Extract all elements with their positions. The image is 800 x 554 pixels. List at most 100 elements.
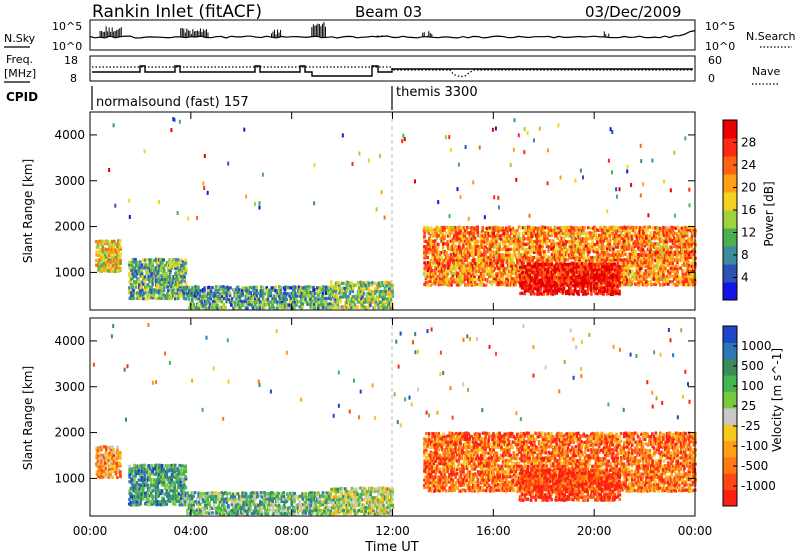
data-cell <box>426 241 430 245</box>
data-cell <box>142 258 145 262</box>
data-cell <box>238 291 241 295</box>
data-cell <box>96 240 100 244</box>
data-cell <box>483 255 486 259</box>
data-cell <box>260 291 263 295</box>
data-cell <box>429 261 432 266</box>
data-cell <box>510 239 514 243</box>
data-cell <box>645 258 648 262</box>
data-cell <box>111 269 114 273</box>
data-cell <box>634 264 637 268</box>
data-cell <box>678 282 681 286</box>
data-cell <box>276 294 279 298</box>
data-cell <box>232 300 235 304</box>
data-cell <box>654 267 657 271</box>
data-cell <box>145 272 148 276</box>
data-cell <box>520 245 524 249</box>
data-cell <box>358 151 361 156</box>
data-cell <box>485 278 489 282</box>
data-cell <box>508 263 511 267</box>
data-cell <box>497 195 500 200</box>
data-cell <box>429 228 433 232</box>
data-cell <box>219 305 222 309</box>
data-cell <box>276 306 279 310</box>
data-cell <box>279 305 282 309</box>
data-cell <box>589 234 593 238</box>
data-cell <box>602 266 606 271</box>
data-cell <box>542 228 546 232</box>
data-cell <box>610 245 613 249</box>
data-cell <box>472 272 475 276</box>
data-cell <box>222 291 225 295</box>
data-cell <box>308 288 311 292</box>
data-cell <box>426 261 430 265</box>
data-cell <box>176 293 180 298</box>
data-cell <box>673 239 676 243</box>
data-cell <box>633 244 637 249</box>
data-cell <box>147 294 150 298</box>
data-cell <box>645 240 648 244</box>
data-cell <box>582 228 585 232</box>
data-cell <box>452 278 456 282</box>
data-cell <box>442 250 445 255</box>
data-cell <box>523 228 527 232</box>
data-cell <box>494 261 497 265</box>
data-cell <box>662 253 666 257</box>
data-cell <box>654 248 658 252</box>
data-cell <box>134 282 138 286</box>
data-cell <box>498 245 501 249</box>
data-cell <box>351 283 355 288</box>
data-cell <box>574 258 577 262</box>
data-cell <box>536 234 539 238</box>
data-cell <box>304 300 307 304</box>
data-cell <box>426 280 429 285</box>
data-cell <box>602 248 605 252</box>
data-cell <box>621 264 625 268</box>
data-cell <box>545 264 549 268</box>
data-cell <box>643 264 647 268</box>
data-cell <box>608 255 612 259</box>
data-cell <box>206 300 210 304</box>
data-cell <box>609 127 612 132</box>
data-cell <box>522 237 525 241</box>
data-cell <box>618 234 621 238</box>
data-cell <box>572 253 575 257</box>
data-cell <box>481 261 484 265</box>
data-cell <box>442 267 445 271</box>
data-cell <box>450 283 453 287</box>
data-cell <box>160 266 164 270</box>
data-cell <box>292 291 295 295</box>
data-cell <box>453 280 456 284</box>
data-cell <box>638 239 642 243</box>
data-cell <box>613 236 617 240</box>
data-cell <box>659 264 663 268</box>
data-cell <box>530 237 533 241</box>
data-cell <box>187 306 191 310</box>
data-cell <box>138 264 142 268</box>
data-cell <box>158 264 161 268</box>
data-cell <box>630 275 634 279</box>
data-cell <box>611 253 615 257</box>
data-cell <box>438 272 442 276</box>
data-cell <box>533 248 536 252</box>
data-cell <box>97 260 100 265</box>
data-cell <box>487 242 490 246</box>
data-cell <box>446 258 450 262</box>
data-cell <box>643 234 646 238</box>
data-cell <box>227 288 230 292</box>
data-cell <box>295 297 298 302</box>
data-cell <box>602 231 606 235</box>
data-cell <box>250 297 254 301</box>
data-cell <box>358 291 361 295</box>
data-cell <box>476 228 479 232</box>
data-cell <box>339 300 342 304</box>
data-cell <box>262 299 265 304</box>
data-cell <box>594 250 597 254</box>
data-cell <box>133 280 136 284</box>
data-cell <box>384 287 388 291</box>
data-cell <box>378 305 382 309</box>
data-cell <box>104 266 108 271</box>
data-cell <box>299 286 303 290</box>
data-cell <box>573 281 577 285</box>
data-cell <box>313 201 316 206</box>
data-cell <box>434 255 437 260</box>
